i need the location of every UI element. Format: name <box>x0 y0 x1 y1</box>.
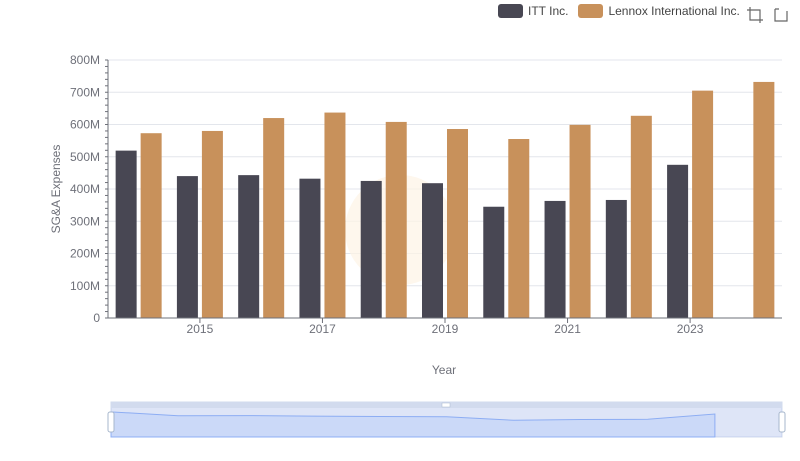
bar-lennox <box>385 121 407 318</box>
bar-lennox <box>692 90 714 318</box>
bar-lennox <box>324 112 346 318</box>
bar-lennox <box>630 115 652 318</box>
legend-item-lennox[interactable]: Lennox International Inc. <box>578 4 740 18</box>
x-tick-label: 2023 <box>677 322 704 336</box>
x-tick-label: 2021 <box>554 322 581 336</box>
bar-itt <box>360 180 382 318</box>
bar-itt <box>605 199 627 318</box>
zoom-handle-left <box>107 411 115 433</box>
y-tick-label: 600M <box>70 118 100 132</box>
y-tick-label: 100M <box>70 279 100 293</box>
bar-itt <box>544 200 566 318</box>
bar-itt <box>422 183 443 318</box>
bar-lennox <box>447 129 468 318</box>
x-tick-label: 2015 <box>187 322 214 336</box>
y-tick-label: 700M <box>70 85 100 99</box>
zoom-move-handle <box>441 402 451 408</box>
zoom-handle-right <box>778 411 786 433</box>
x-axis-label: Year <box>432 363 456 377</box>
y-tick-label: 200M <box>70 247 100 261</box>
bar-lennox <box>263 118 285 318</box>
legend-label-itt: ITT Inc. <box>528 4 569 18</box>
legend-swatch-itt <box>498 4 523 18</box>
y-tick-label: 800M <box>70 53 100 67</box>
legend-swatch-lennox <box>578 4 604 18</box>
legend-item-itt[interactable]: ITT Inc. <box>498 4 568 18</box>
y-tick-label: 300M <box>70 214 100 228</box>
zoom-preview-area <box>110 411 716 438</box>
bar-itt <box>176 176 198 318</box>
bar-itt <box>667 164 689 318</box>
bar-lennox <box>753 81 775 319</box>
bar-lennox <box>140 133 162 318</box>
bars <box>115 81 775 319</box>
chart-toolbar <box>746 6 790 24</box>
data-zoom-slider[interactable] <box>107 401 786 438</box>
bar-itt <box>115 150 137 318</box>
zoom-selection <box>111 408 782 437</box>
axes: 0 100M 200M 300M 400M 500M 600M 700M 800M 2015 201… <box>70 53 782 336</box>
y-tick-label: 400M <box>70 182 100 196</box>
bar-itt <box>483 206 505 318</box>
y-axis-label: SG&A Expenses <box>49 145 63 234</box>
y-tick-label: 500M <box>70 150 100 164</box>
restore-icon[interactable] <box>772 6 790 24</box>
bar-lennox <box>569 124 591 318</box>
legend: ITT Inc. Lennox International Inc. <box>498 4 750 18</box>
bar-lennox <box>508 139 530 318</box>
x-tick-label: 2017 <box>309 322 336 336</box>
bar-lennox <box>201 130 223 318</box>
zoom-box-icon[interactable] <box>746 6 764 24</box>
bar-itt <box>238 175 260 318</box>
y-tick-label: 0 <box>93 311 100 325</box>
legend-label-lennox: Lennox International Inc. <box>608 4 740 18</box>
bar-itt <box>299 178 321 318</box>
x-tick-label: 2019 <box>432 322 459 336</box>
